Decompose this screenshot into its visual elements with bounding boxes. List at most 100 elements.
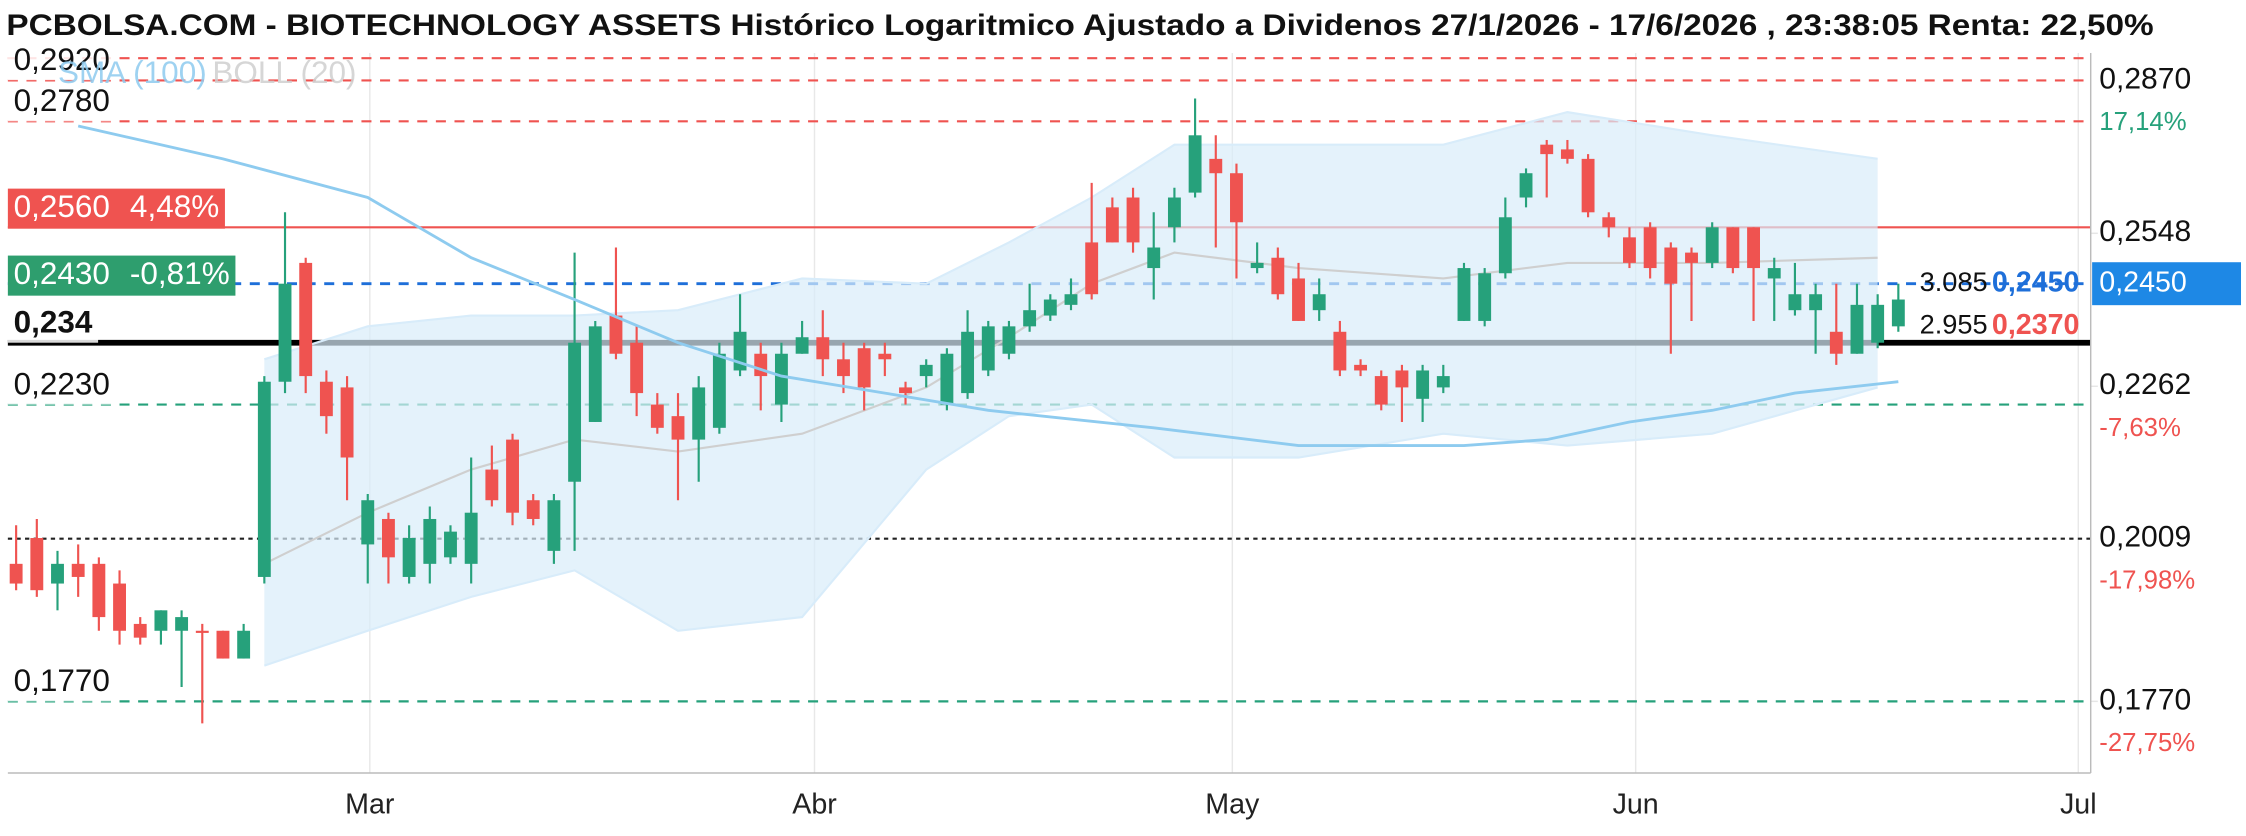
candle-body — [1436, 376, 1450, 388]
candle-body — [133, 623, 147, 638]
legend-entry: SMA (100) — [58, 54, 207, 90]
candle-body — [1891, 299, 1905, 327]
level-box — [7, 188, 225, 229]
candle-body — [257, 381, 271, 577]
level-change: -0,81% — [130, 255, 230, 291]
candle-body — [1560, 149, 1574, 159]
candle-body — [899, 387, 912, 394]
candle-body — [1809, 294, 1823, 311]
bollinger-band — [264, 112, 1878, 666]
candle-body — [402, 538, 416, 577]
candle-body — [1230, 173, 1243, 223]
candle-body — [1747, 227, 1760, 269]
candle-body — [1043, 299, 1057, 316]
candle-body — [51, 563, 64, 584]
candle-body — [1602, 217, 1616, 228]
candle-body — [1581, 158, 1595, 213]
candle-body — [1478, 273, 1492, 321]
candle-body — [71, 563, 85, 577]
candle-body — [1850, 304, 1864, 354]
candle-body — [816, 337, 830, 360]
candle-body — [1767, 268, 1781, 279]
candle-body — [1105, 207, 1119, 243]
candle-layer — [9, 98, 1905, 724]
x-tick-label: Jun — [1613, 789, 1659, 821]
y-tick-change: -17,98% — [2099, 566, 2195, 594]
candle-body — [340, 387, 354, 458]
candle-body — [1664, 247, 1678, 284]
marker-count: 3.085 — [1920, 266, 1988, 297]
candle-body — [526, 500, 540, 519]
candle-body — [919, 364, 933, 377]
sma-line — [77, 124, 1899, 447]
y-tick-label: 0,2262 — [2099, 368, 2191, 401]
candle-body — [981, 326, 995, 371]
candle-body — [237, 630, 251, 659]
candle-body — [1002, 326, 1016, 354]
candle-body — [299, 262, 313, 377]
candle-body — [1416, 370, 1430, 399]
x-tick-label: Jul — [2060, 789, 2097, 821]
candle-body — [1312, 294, 1326, 311]
candle-body — [547, 500, 561, 551]
candle-body — [195, 630, 209, 633]
level-label: 0,2780 — [14, 82, 110, 118]
chart-title: PCBOLSA.COM - BIOTECHNOLOGY ASSETS Histó… — [6, 9, 2153, 42]
candle-body — [712, 353, 726, 428]
level-label-bg — [7, 305, 99, 343]
overlay-layer — [77, 124, 1899, 447]
candle-body — [650, 404, 664, 428]
candle-body — [1126, 197, 1140, 243]
candle-body — [1540, 144, 1554, 155]
y-tick-label: 0,2870 — [2099, 62, 2191, 95]
y-tick-label: 0,2009 — [2099, 521, 2191, 554]
label-layer: MarAbrMayJunJul0,287017,14%0,25484,01%0,… — [7, 41, 2242, 821]
candle-body — [506, 439, 519, 513]
candle-body — [113, 583, 126, 631]
y-tick-change: -27,75% — [2099, 729, 2195, 757]
level-label-bg — [7, 367, 116, 405]
x-tick-label: Mar — [345, 789, 395, 821]
candle-body — [1354, 364, 1368, 371]
legend-entry: BOLL (20) — [212, 54, 356, 90]
candle-body — [1250, 262, 1264, 269]
candle-body — [1064, 294, 1078, 305]
candle-body — [878, 353, 892, 360]
marker-label: 0,2450 — [1992, 266, 2080, 298]
candle-body — [319, 381, 333, 417]
level-label: 0,1770 — [14, 662, 110, 698]
candle-body — [1023, 310, 1037, 327]
candle-body — [754, 353, 768, 377]
candle-body — [464, 512, 478, 564]
candle-body — [216, 630, 230, 659]
last-price-label: 0,2450 — [2099, 266, 2187, 298]
candle-body — [588, 326, 602, 422]
candle-body — [1685, 252, 1698, 263]
candle-body — [1519, 173, 1533, 198]
y-tick-change: 17,14% — [2099, 108, 2186, 136]
candle-body — [568, 342, 582, 482]
candle-body — [30, 538, 44, 591]
candle-body — [857, 348, 871, 388]
level-label: 0,2430 — [14, 255, 110, 291]
candle-body — [1395, 370, 1409, 388]
candle-body — [1374, 376, 1388, 405]
candle-body — [940, 353, 954, 405]
candle-body — [444, 531, 457, 558]
level-label: 0,2920 — [14, 41, 110, 77]
candle-body — [1788, 294, 1802, 311]
candle-body — [423, 518, 437, 564]
x-tick-label: Abr — [792, 789, 837, 821]
candle-body — [1726, 227, 1740, 269]
candle-body — [485, 469, 499, 501]
candle-body — [1623, 237, 1636, 263]
candle-body — [1147, 247, 1161, 269]
candle-body — [175, 617, 189, 631]
candle-body — [1705, 227, 1719, 263]
marker-count: 2.955 — [1920, 309, 1988, 340]
level-label-bg — [7, 42, 116, 81]
candle-body — [278, 283, 292, 382]
candle-body — [692, 387, 706, 440]
y-tick-label: 0,2548 — [2099, 215, 2191, 248]
